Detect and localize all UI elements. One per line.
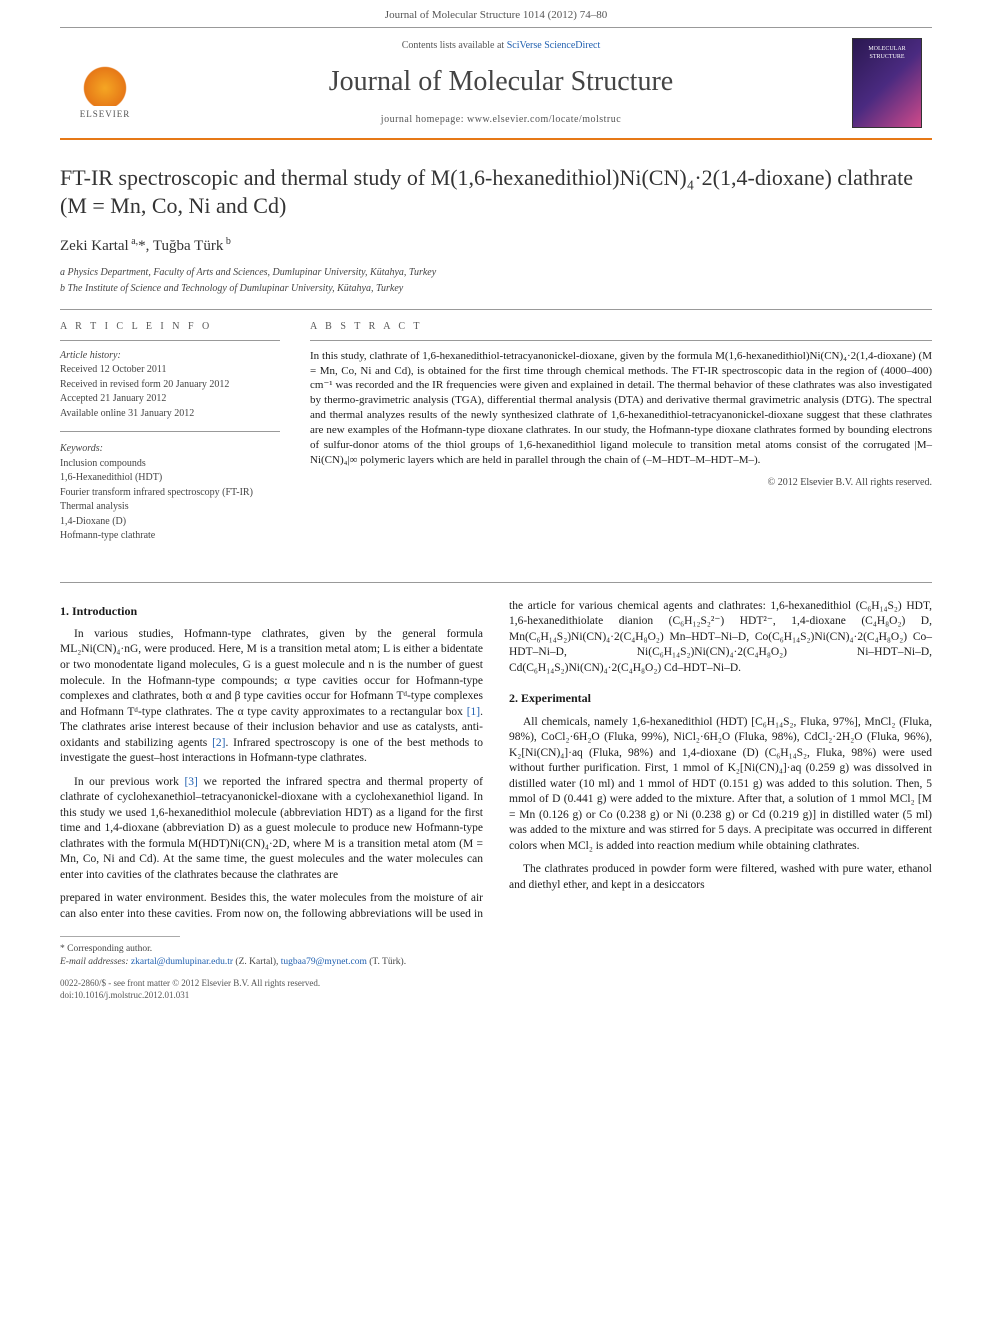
journal-title: Journal of Molecular Structure bbox=[150, 63, 852, 101]
history-revised: Received in revised form 20 January 2012 bbox=[60, 378, 280, 392]
citation-3[interactable]: [3] bbox=[184, 776, 197, 788]
keyword-6: Hofmann-type clathrate bbox=[60, 529, 280, 543]
article-info-column: A R T I C L E I N F O Article history: R… bbox=[60, 320, 280, 564]
authors: Zeki Kartal a,*, Tuğba Türk b bbox=[60, 235, 932, 256]
affiliation-a: a Physics Department, Faculty of Arts an… bbox=[60, 266, 932, 280]
publisher-label: ELSEVIER bbox=[80, 108, 131, 120]
article-info-heading: A R T I C L E I N F O bbox=[60, 320, 280, 341]
journal-homepage: journal homepage: www.elsevier.com/locat… bbox=[150, 113, 852, 127]
history-online: Available online 31 January 2012 bbox=[60, 407, 280, 421]
email-2-who: (T. Türk). bbox=[367, 957, 406, 967]
experimental-paragraph-1: All chemicals, namely 1,6-hexanedithiol … bbox=[509, 715, 932, 855]
intro-p2-a: In our previous work bbox=[74, 776, 184, 788]
cover-label: MOLECULAR STRUCTURE bbox=[853, 45, 921, 61]
keyword-1: Inclusion compounds bbox=[60, 457, 280, 471]
abstract-heading: A B S T R A C T bbox=[310, 320, 932, 341]
history-label: Article history: bbox=[60, 349, 280, 363]
doi: doi:10.1016/j.molstruc.2012.01.031 bbox=[60, 989, 320, 1001]
section-2-heading: 2. Experimental bbox=[509, 690, 932, 706]
section-1-heading: 1. Introduction bbox=[60, 603, 483, 619]
intro-paragraph-2: In our previous work [3] we reported the… bbox=[60, 775, 483, 884]
abstract-text: In this study, clathrate of 1,6-hexanedi… bbox=[310, 349, 932, 468]
keyword-5: 1,4-Dioxane (D) bbox=[60, 515, 280, 529]
front-matter: 0022-2860/$ - see front matter © 2012 El… bbox=[60, 977, 320, 989]
experimental-paragraph-2: The clathrates produced in powder form w… bbox=[509, 862, 932, 893]
email-1-link[interactable]: zkartal@dumlupinar.edu.tr bbox=[131, 957, 233, 967]
contents-prefix: Contents lists available at bbox=[402, 40, 507, 51]
publisher-block: ELSEVIER bbox=[60, 46, 150, 120]
keywords-label: Keywords: bbox=[60, 442, 280, 456]
article-title: FT-IR spectroscopic and thermal study of… bbox=[60, 164, 932, 221]
author-2: Tuğba Türk bbox=[153, 238, 223, 254]
history-accepted: Accepted 21 January 2012 bbox=[60, 392, 280, 406]
author-1-affil: a, bbox=[129, 236, 138, 247]
running-header: Journal of Molecular Structure 1014 (201… bbox=[0, 0, 992, 27]
email-1-who: (Z. Kartal), bbox=[233, 957, 281, 967]
footnotes: * Corresponding author. E-mail addresses… bbox=[60, 943, 932, 969]
bottom-line: 0022-2860/$ - see front matter © 2012 El… bbox=[60, 977, 932, 1001]
email-2-link[interactable]: tugbaa79@mynet.com bbox=[281, 957, 367, 967]
homepage-url: www.elsevier.com/locate/molstruc bbox=[467, 114, 621, 125]
intro-p1-a: In various studies, Hofmann-type clathra… bbox=[60, 628, 483, 718]
email-line: E-mail addresses: zkartal@dumlupinar.edu… bbox=[60, 956, 932, 969]
author-2-affil: b bbox=[223, 236, 231, 247]
history-received: Received 12 October 2011 bbox=[60, 363, 280, 377]
keyword-3: Fourier transform infrared spectroscopy … bbox=[60, 486, 280, 500]
emails-label: E-mail addresses: bbox=[60, 957, 131, 967]
contents-line: Contents lists available at SciVerse Sci… bbox=[150, 39, 852, 53]
affiliation-b: b The Institute of Science and Technolog… bbox=[60, 282, 932, 296]
abstract-copyright: © 2012 Elsevier B.V. All rights reserved… bbox=[310, 476, 932, 490]
body-columns: 1. Introduction In various studies, Hofm… bbox=[60, 599, 932, 922]
journal-cover-icon: MOLECULAR STRUCTURE bbox=[852, 38, 922, 128]
citation-2[interactable]: [2] bbox=[212, 737, 225, 749]
citation-1[interactable]: [1] bbox=[467, 706, 480, 718]
abstract-column: A B S T R A C T In this study, clathrate… bbox=[310, 320, 932, 564]
masthead: ELSEVIER Contents lists available at Sci… bbox=[60, 27, 932, 140]
keyword-4: Thermal analysis bbox=[60, 500, 280, 514]
corresponding-note: * Corresponding author. bbox=[60, 943, 932, 956]
sciencedirect-link[interactable]: SciVerse ScienceDirect bbox=[507, 40, 601, 51]
intro-paragraph-1: In various studies, Hofmann-type clathra… bbox=[60, 627, 483, 767]
intro-p2-b: we reported the infrared spectra and the… bbox=[60, 776, 483, 881]
elsevier-tree-icon bbox=[75, 46, 135, 106]
affiliations: a Physics Department, Faculty of Arts an… bbox=[60, 266, 932, 295]
homepage-prefix: journal homepage: bbox=[381, 114, 467, 125]
author-1: Zeki Kartal bbox=[60, 238, 129, 254]
keyword-2: 1,6-Hexanedithiol (HDT) bbox=[60, 471, 280, 485]
corresponding-mark: * bbox=[138, 238, 146, 254]
